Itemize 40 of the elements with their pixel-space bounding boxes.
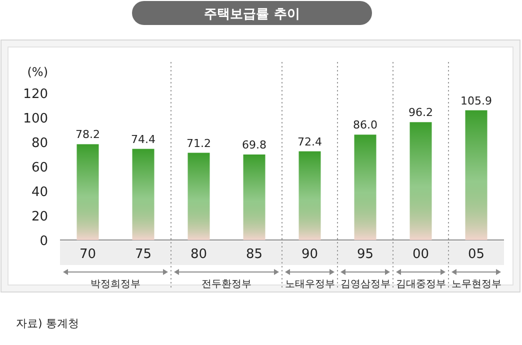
x-tick-label: 85 [246, 247, 263, 262]
x-tick-label: 05 [468, 247, 485, 262]
x-tick-label: 75 [134, 247, 152, 262]
bar [410, 122, 432, 240]
data-label: 96.2 [408, 106, 433, 120]
bar [354, 134, 376, 240]
bar [188, 152, 210, 240]
x-tick-label: 80 [190, 247, 208, 262]
x-tick-label: 00 [412, 247, 430, 262]
data-label: 86.0 [353, 118, 378, 132]
x-tick-label: 90 [301, 247, 318, 262]
text: 전두환정부 [202, 279, 252, 290]
text: 김영삼정부 [340, 279, 390, 290]
text: 김대중정부 [396, 279, 446, 290]
x-tick-label: 70 [79, 247, 96, 262]
data-label: 72.4 [298, 135, 322, 148]
y-tick-label: 20 [31, 210, 48, 224]
y-axis-title: (%) [27, 65, 48, 79]
y-tick-label: 0 [40, 234, 48, 249]
text: 노무현정부 [451, 279, 502, 290]
text: 박정희정부 [90, 279, 140, 290]
text: 자료) 통계청 [16, 317, 79, 330]
bar [298, 151, 321, 240]
y-tick-label: 40 [31, 185, 48, 200]
bar [132, 148, 154, 240]
y-tick-label: 80 [31, 136, 48, 151]
data-label: 105.9 [460, 94, 492, 108]
bar [76, 144, 99, 240]
bar [243, 154, 266, 240]
text: 노태우정부 [284, 279, 335, 290]
data-label: 69.8 [242, 138, 266, 152]
y-tick-label: 120 [23, 87, 48, 102]
bar [465, 110, 488, 240]
data-label: 74.4 [131, 132, 156, 146]
y-tick-label: 60 [31, 160, 48, 176]
x-tick-label: 95 [356, 247, 374, 262]
chart-title: 주택보급률 추이 [204, 7, 300, 22]
y-tick-label: 100 [23, 112, 48, 126]
data-label: 78.2 [76, 128, 100, 142]
data-label: 71.2 [186, 136, 211, 150]
